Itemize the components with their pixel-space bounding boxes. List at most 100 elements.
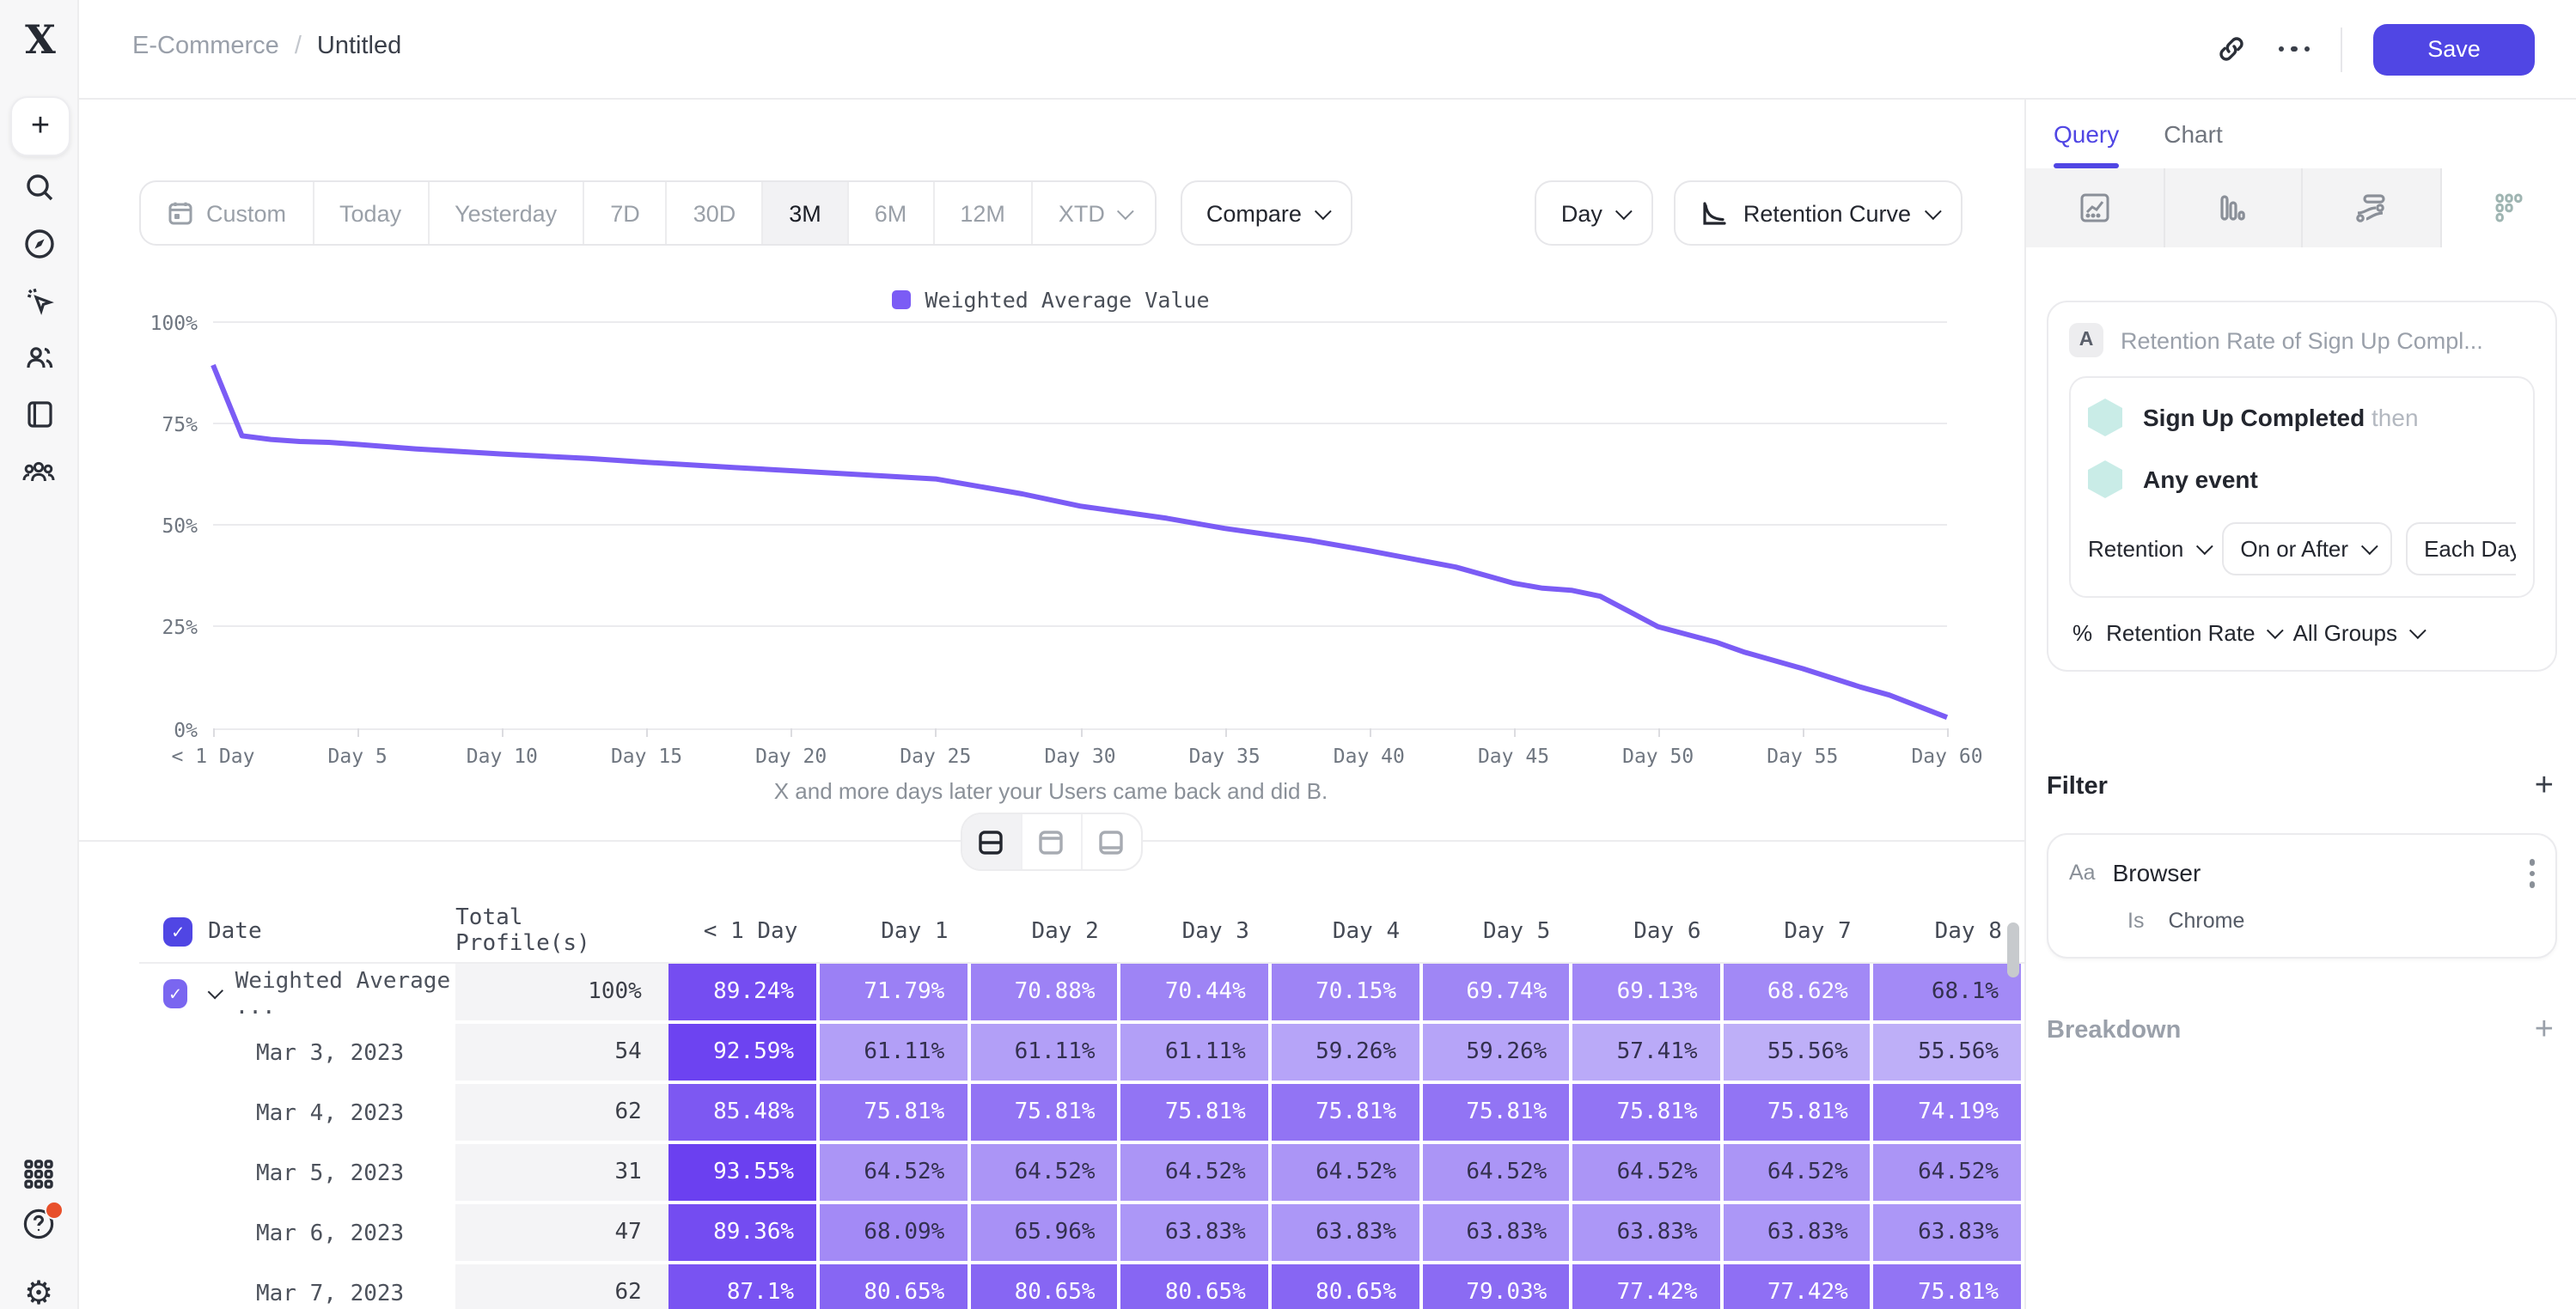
retention-value-cell[interactable]: 64.52% (1723, 1144, 1874, 1204)
chart-type-line-button[interactable] (2026, 168, 2164, 247)
granularity-dropdown[interactable]: Day (1535, 180, 1654, 246)
retention-value-cell[interactable]: 64.52% (1572, 1144, 1724, 1204)
add-filter-button[interactable]: + (2534, 768, 2554, 804)
retention-value-cell[interactable]: 75.81% (1572, 1084, 1724, 1144)
chart-type-bar-button[interactable] (2164, 168, 2303, 247)
retention-value-cell[interactable]: 68.09% (820, 1204, 971, 1264)
retention-value-cell[interactable]: 87.1% (668, 1264, 821, 1309)
breadcrumb-parent[interactable]: E-Commerce (132, 33, 279, 60)
retention-value-cell[interactable]: 70.44% (1120, 964, 1272, 1024)
layout-split-button[interactable] (961, 814, 1022, 869)
more-menu-icon[interactable] (2278, 46, 2310, 52)
retention-value-cell[interactable]: 63.83% (1120, 1204, 1272, 1264)
retention-value-cell[interactable]: 55.56% (1873, 1024, 2024, 1084)
retention-value-cell[interactable]: 59.26% (1422, 1024, 1573, 1084)
events-nav-button[interactable] (0, 275, 77, 326)
retention-value-cell[interactable]: 64.52% (1120, 1144, 1272, 1204)
measure-dropdown[interactable]: Retention Rate (2106, 620, 2285, 646)
retention-value-cell[interactable]: 57.41% (1572, 1024, 1724, 1084)
filter-value[interactable]: Chrome (2168, 908, 2245, 932)
column-header-day[interactable]: Day 1 (820, 900, 971, 962)
retention-value-cell[interactable]: 89.24% (668, 964, 821, 1024)
query-title[interactable]: Retention Rate of Sign Up Compl... (2121, 327, 2483, 353)
breadcrumb-current[interactable]: Untitled (316, 33, 402, 60)
retention-value-cell[interactable]: 69.74% (1422, 964, 1573, 1024)
retention-value-cell[interactable]: 77.42% (1572, 1264, 1724, 1309)
select-all-checkbox[interactable]: ✓ (163, 916, 192, 946)
compare-button[interactable]: Compare (1180, 180, 1353, 246)
retention-value-cell[interactable]: 89.36% (668, 1204, 821, 1264)
layout-chart-button[interactable] (1022, 814, 1082, 869)
new-report-button[interactable]: + (10, 96, 70, 156)
range-7d[interactable]: 7D (584, 182, 668, 244)
filter-kebab-icon[interactable] (2529, 859, 2535, 887)
search-nav-button[interactable] (0, 161, 77, 213)
filter-operator[interactable]: Is (2127, 908, 2145, 932)
add-breakdown-button[interactable]: + (2534, 1012, 2554, 1048)
save-button[interactable]: Save (2373, 23, 2535, 75)
retention-value-cell[interactable]: 75.81% (970, 1084, 1121, 1144)
retention-value-cell[interactable]: 70.15% (1271, 964, 1423, 1024)
retention-value-cell[interactable]: 64.52% (970, 1144, 1121, 1204)
column-header-day[interactable]: Day 7 (1723, 900, 1874, 962)
chevron-down-icon[interactable] (207, 983, 223, 1000)
column-header-day[interactable]: Day 3 (1120, 900, 1272, 962)
retention-mode-dropdown[interactable]: Retention (2088, 536, 2213, 562)
chart-type-flow-button[interactable] (2303, 168, 2441, 247)
range-custom[interactable]: Custom (141, 182, 314, 244)
retention-value-cell[interactable]: 75.81% (1422, 1084, 1573, 1144)
retention-value-cell[interactable]: 75.81% (1271, 1084, 1423, 1144)
retention-value-cell[interactable]: 63.83% (1271, 1204, 1423, 1264)
retention-value-cell[interactable]: 63.83% (1572, 1204, 1724, 1264)
column-header-day[interactable]: Day 4 (1271, 900, 1423, 962)
cohorts-nav-button[interactable] (0, 447, 77, 498)
return-event-row[interactable]: Any event (2088, 460, 2516, 498)
first-event-row[interactable]: Sign Up Completed then (2088, 399, 2516, 436)
chart-type-retention-button[interactable] (2441, 168, 2576, 247)
column-header-day[interactable]: Day 2 (970, 900, 1121, 962)
retention-value-cell[interactable]: 64.52% (1873, 1144, 2024, 1204)
retention-value-cell[interactable]: 63.83% (1723, 1204, 1874, 1264)
retention-value-cell[interactable]: 64.52% (1271, 1144, 1423, 1204)
row-checkbox[interactable]: ✓ (163, 979, 187, 1008)
retention-value-cell[interactable]: 71.79% (820, 964, 971, 1024)
chart-legend[interactable]: Weighted Average Value (77, 287, 2024, 313)
retention-value-cell[interactable]: 59.26% (1271, 1024, 1423, 1084)
retention-value-cell[interactable]: 80.65% (970, 1264, 1121, 1309)
row-label-cell[interactable]: Mar 7, 2023 (139, 1264, 455, 1309)
retention-value-cell[interactable]: 70.88% (970, 964, 1121, 1024)
retention-value-cell[interactable]: 68.62% (1723, 964, 1874, 1024)
retention-value-cell[interactable]: 79.03% (1422, 1264, 1573, 1309)
retention-value-cell[interactable]: 75.81% (1120, 1084, 1272, 1144)
range-xtd[interactable]: XTD (1033, 182, 1155, 244)
retention-value-cell[interactable]: 65.96% (970, 1204, 1121, 1264)
retention-value-cell[interactable]: 69.13% (1572, 964, 1724, 1024)
range-yesterday[interactable]: Yesterday (429, 182, 585, 244)
retention-value-cell[interactable]: 61.11% (820, 1024, 971, 1084)
help-button[interactable] (0, 1201, 77, 1254)
retention-value-cell[interactable]: 61.11% (970, 1024, 1121, 1084)
row-label-cell[interactable]: ✓ Weighted Average ... (139, 964, 455, 1024)
interval-dropdown[interactable]: Each Day (2405, 522, 2516, 575)
apps-nav-button[interactable] (0, 1148, 77, 1199)
app-logo[interactable]: X (25, 17, 56, 64)
column-header-day[interactable]: Day 5 (1422, 900, 1573, 962)
filter-property[interactable]: Browser (2112, 859, 2201, 887)
table-scrollbar-thumb[interactable] (2007, 922, 2019, 977)
retention-value-cell[interactable]: 68.1% (1873, 964, 2024, 1024)
retention-value-cell[interactable]: 61.11% (1120, 1024, 1272, 1084)
retention-value-cell[interactable]: 80.65% (1120, 1264, 1272, 1309)
retention-value-cell[interactable]: 63.83% (1422, 1204, 1573, 1264)
column-header-total[interactable]: Total Profile(s) (455, 900, 670, 962)
retention-value-cell[interactable]: 74.19% (1873, 1084, 2024, 1144)
filter-card[interactable]: Aa Browser Is Chrome (2047, 833, 2557, 958)
layout-table-button[interactable] (1082, 814, 1140, 869)
retention-value-cell[interactable]: 75.81% (820, 1084, 971, 1144)
row-label-cell[interactable]: Mar 6, 2023 (139, 1204, 455, 1264)
view-type-dropdown[interactable]: Retention Curve (1674, 180, 1963, 246)
range-3m[interactable]: 3M (763, 182, 849, 244)
range-12m[interactable]: 12M (934, 182, 1033, 244)
window-dropdown[interactable]: On or After (2221, 522, 2392, 575)
tab-query[interactable]: Query (2054, 98, 2120, 168)
retention-value-cell[interactable]: 64.52% (1422, 1144, 1573, 1204)
